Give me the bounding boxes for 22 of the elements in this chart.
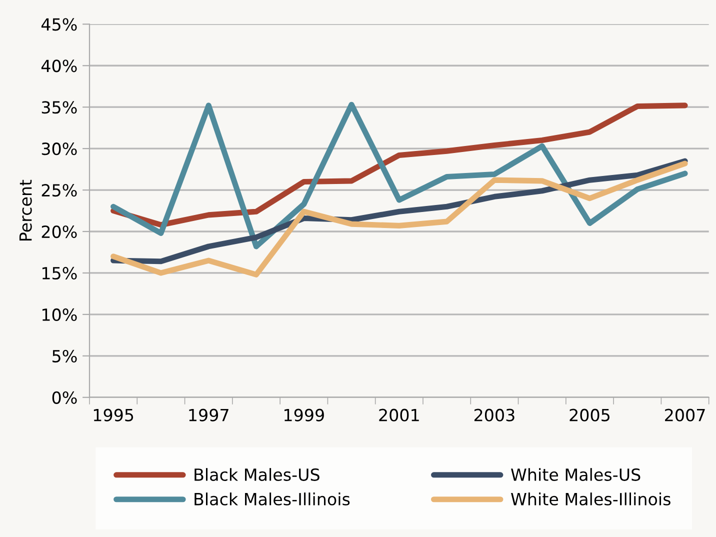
x-tick-label: 1997 <box>189 408 228 422</box>
x-tick-label: 2005 <box>570 408 610 422</box>
y-tick-label: 40% <box>41 60 77 72</box>
legend-label: White Males-US <box>511 468 640 481</box>
y-tick-label: 10% <box>42 308 77 322</box>
x-tick-label: 2007 <box>665 408 705 422</box>
y-tick-label: 35% <box>42 101 77 114</box>
legend-label: White Males-Illinois <box>511 492 670 506</box>
y-tick-label: 45% <box>41 18 77 31</box>
y-tick-label: 30% <box>42 142 77 156</box>
x-tick-label: 1999 <box>284 408 324 422</box>
x-tick-label: 1995 <box>94 408 134 422</box>
y-tick-label: 15% <box>42 266 77 280</box>
y-tick-label: 0% <box>52 391 77 404</box>
x-tick-label: 2003 <box>474 408 514 422</box>
y-tick-label: 20% <box>42 225 77 238</box>
x-tick-label: 2001 <box>379 408 419 422</box>
y-tick-label: 5% <box>52 350 77 362</box>
y-axis-title: Percent <box>19 180 32 240</box>
y-tick-label: 25% <box>42 184 77 197</box>
legend-label: Black Males-Illinois <box>194 492 350 506</box>
legend-label: Black Males-US <box>194 468 320 481</box>
